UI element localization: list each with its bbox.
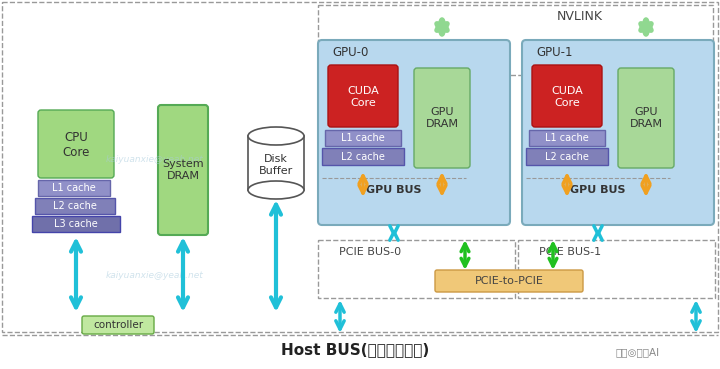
- Text: PCIE BUS-0: PCIE BUS-0: [339, 247, 401, 257]
- FancyBboxPatch shape: [82, 316, 154, 334]
- Bar: [526, 148, 608, 165]
- Text: kaiyuanxie@yeah.net: kaiyuanxie@yeah.net: [106, 155, 204, 165]
- Text: CUDA
Core: CUDA Core: [551, 86, 583, 108]
- Text: 知乎◎小贾AI: 知乎◎小贾AI: [616, 347, 660, 357]
- Bar: [325, 130, 401, 146]
- FancyBboxPatch shape: [532, 65, 602, 127]
- Ellipse shape: [248, 181, 304, 199]
- Text: L1 cache: L1 cache: [341, 133, 385, 143]
- Text: CPU
Core: CPU Core: [63, 131, 90, 159]
- Bar: [2, 2, 718, 332]
- Text: Host BUS(主机内部总线): Host BUS(主机内部总线): [281, 342, 429, 358]
- Bar: [35, 198, 115, 214]
- FancyBboxPatch shape: [158, 105, 208, 235]
- Text: GPU-1: GPU-1: [536, 45, 572, 59]
- FancyBboxPatch shape: [328, 65, 398, 127]
- Text: L1 cache: L1 cache: [52, 183, 96, 193]
- FancyBboxPatch shape: [435, 270, 583, 292]
- Text: NVLINK: NVLINK: [557, 10, 603, 23]
- Text: kaiyuanxie@yeah.net: kaiyuanxie@yeah.net: [106, 270, 204, 279]
- Text: GPU BUS: GPU BUS: [570, 185, 626, 195]
- FancyBboxPatch shape: [414, 68, 470, 168]
- Text: L3 cache: L3 cache: [54, 219, 98, 229]
- Text: System
DRAM: System DRAM: [162, 159, 204, 181]
- Text: GPU
DRAM: GPU DRAM: [629, 107, 662, 129]
- Text: Disk
Buffer: Disk Buffer: [259, 154, 293, 176]
- Bar: [248, 136, 304, 190]
- Text: controller: controller: [93, 320, 143, 330]
- Bar: [322, 148, 404, 165]
- Text: GPU BUS: GPU BUS: [366, 185, 422, 195]
- Bar: [32, 216, 120, 232]
- Bar: [318, 5, 713, 75]
- Text: L2 cache: L2 cache: [545, 152, 589, 162]
- Bar: [318, 240, 515, 298]
- Text: PCIE-to-PCIE: PCIE-to-PCIE: [474, 276, 544, 286]
- FancyBboxPatch shape: [38, 110, 114, 178]
- Text: CUDA
Core: CUDA Core: [347, 86, 379, 108]
- Text: PCIE BUS-1: PCIE BUS-1: [539, 247, 601, 257]
- Bar: [249, 137, 303, 189]
- FancyBboxPatch shape: [522, 40, 714, 225]
- Text: L2 cache: L2 cache: [53, 201, 97, 211]
- Bar: [518, 240, 715, 298]
- Bar: [529, 130, 605, 146]
- Text: GPU
DRAM: GPU DRAM: [426, 107, 459, 129]
- Bar: [38, 180, 110, 196]
- Ellipse shape: [248, 127, 304, 145]
- Text: L2 cache: L2 cache: [341, 152, 385, 162]
- Text: L1 cache: L1 cache: [545, 133, 589, 143]
- Text: GPU-0: GPU-0: [332, 45, 369, 59]
- FancyBboxPatch shape: [618, 68, 674, 168]
- FancyBboxPatch shape: [318, 40, 510, 225]
